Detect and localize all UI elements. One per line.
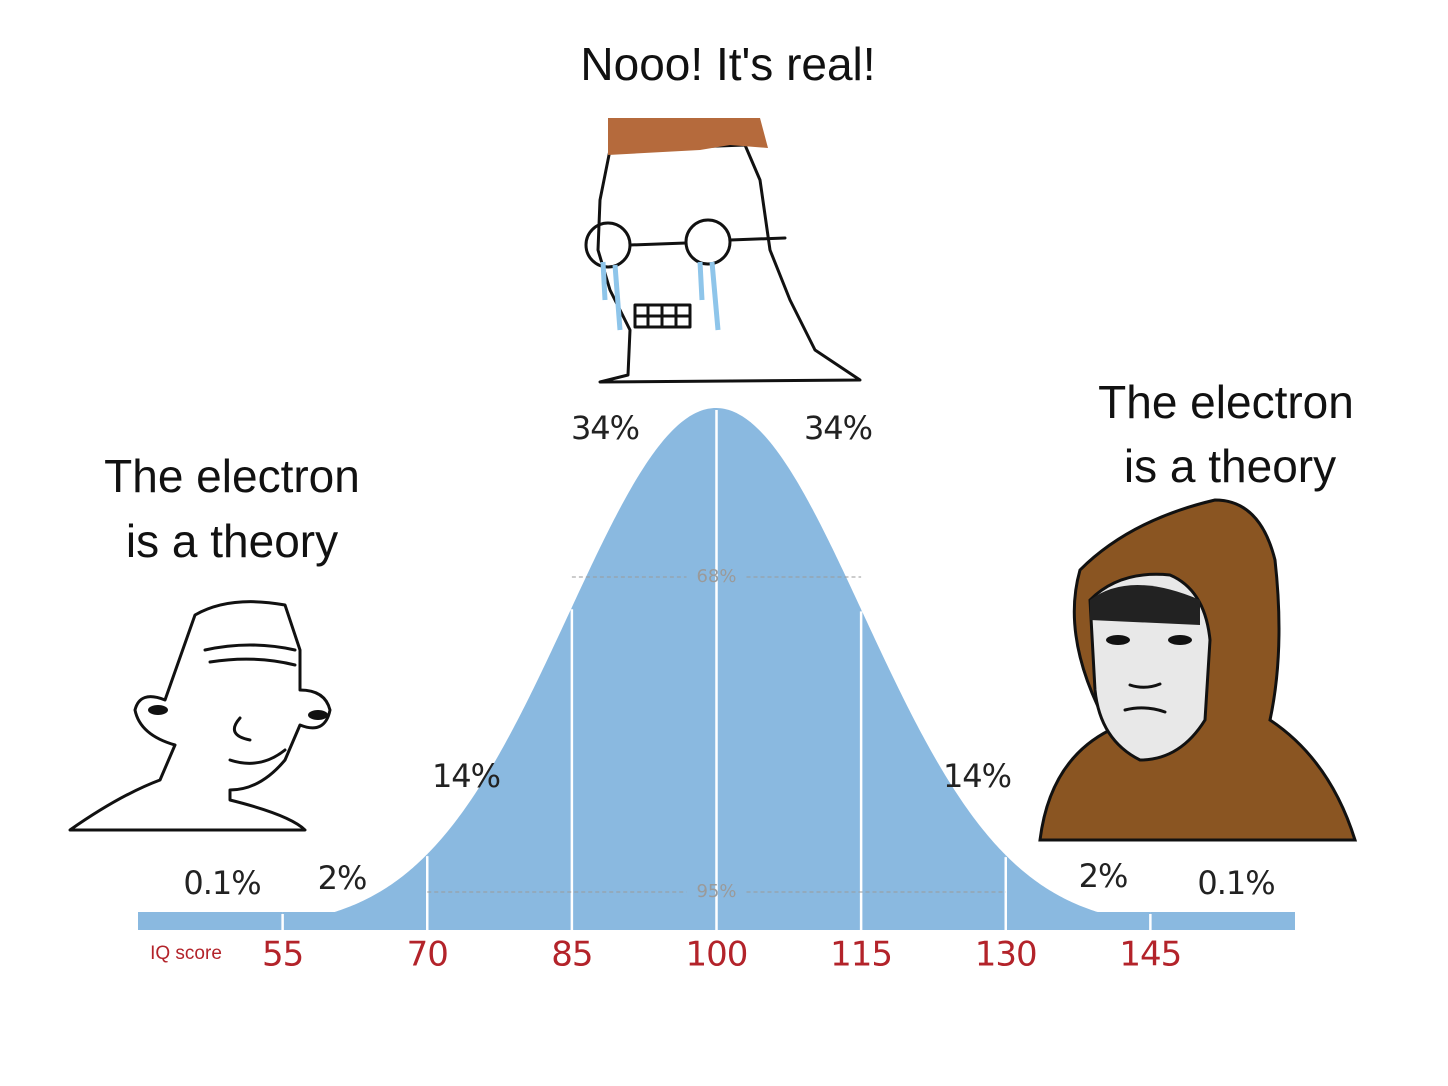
- region: [716, 408, 862, 930]
- x-tick-label: 70: [407, 935, 448, 975]
- region: [571, 408, 717, 930]
- x-tick-label: 85: [551, 935, 592, 975]
- x-tick-label: 115: [830, 935, 892, 975]
- bell-curve: [138, 408, 1295, 930]
- crying-face: [584, 118, 862, 384]
- span-label: 68%: [696, 566, 736, 587]
- labels: 55 70 85 100 115 130 145 0.1% 2% 14% 34% 34% 14% 2% 0.…: [183, 409, 1275, 975]
- region-label: 2%: [318, 859, 367, 897]
- region: [138, 912, 283, 930]
- region-label: 0.1%: [1197, 864, 1274, 902]
- region: [1150, 912, 1295, 930]
- region: [282, 854, 428, 930]
- x-axis-label: IQ score: [150, 943, 222, 964]
- span-label: 95%: [696, 881, 736, 902]
- x-tick-label: 130: [975, 935, 1037, 975]
- region-label: 34%: [804, 409, 872, 447]
- hooded-face: [1038, 498, 1358, 842]
- region-label: 14%: [943, 757, 1011, 795]
- region: [427, 607, 572, 930]
- region: [1005, 855, 1151, 930]
- region-label: 14%: [432, 757, 500, 795]
- region-label: 0.1%: [183, 864, 260, 902]
- region-label: 34%: [571, 409, 639, 447]
- region-label: 2%: [1079, 857, 1128, 895]
- x-tick-label: 55: [262, 935, 303, 975]
- region: [861, 609, 1006, 930]
- left-caption: is a theory: [126, 515, 338, 567]
- right-caption: is a theory: [1124, 440, 1336, 492]
- x-tick-label: 145: [1119, 935, 1181, 975]
- left-caption: The electron: [104, 450, 360, 502]
- top-caption: Nooo! It's real!: [580, 38, 875, 90]
- simple-face: [68, 600, 332, 832]
- right-caption: The electron: [1098, 376, 1354, 428]
- x-tick-label: 100: [686, 935, 748, 975]
